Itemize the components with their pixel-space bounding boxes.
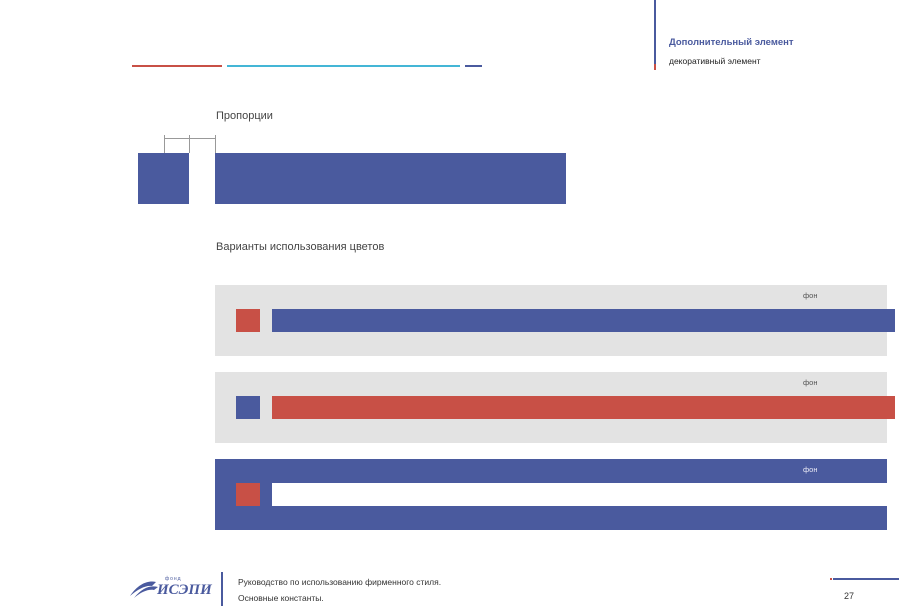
proportion-square — [138, 153, 189, 204]
proportion-bar — [215, 153, 566, 204]
strip-cyan — [227, 65, 460, 67]
variant-2-bar — [272, 396, 895, 419]
variant-2-label: фон — [803, 378, 818, 387]
footer-divider — [221, 572, 223, 606]
isepi-logo: фонд ИСЭПИ — [128, 574, 218, 604]
page-number: 27 — [844, 591, 855, 601]
variant-2-square — [236, 396, 260, 419]
proportions-title: Пропорции — [216, 110, 273, 122]
page-accent-line — [833, 578, 899, 580]
variant-1-square — [236, 309, 260, 332]
footer-line-1: Руководство по использованию фирменного … — [238, 577, 442, 587]
page-accent-dot — [830, 578, 832, 580]
header-divider-accent — [654, 64, 656, 70]
header-subtitle: декоративный элемент — [669, 56, 761, 66]
logo-small-text: фонд — [165, 576, 182, 582]
variants-title: Варианты использования цветов — [216, 241, 385, 253]
strip-red — [132, 65, 222, 67]
header-title: Дополнительный элемент — [669, 37, 794, 48]
variant-3-label: фон — [803, 465, 818, 474]
header-divider — [654, 0, 656, 64]
logo-main-text: ИСЭПИ — [157, 582, 212, 598]
variant-3-bar — [272, 483, 887, 506]
strip-blue — [465, 65, 482, 67]
variant-3-square — [236, 483, 260, 506]
variant-1-bar — [272, 309, 895, 332]
variant-1-label: фон — [803, 291, 818, 300]
footer-line-2: Основные константы. — [238, 593, 324, 603]
